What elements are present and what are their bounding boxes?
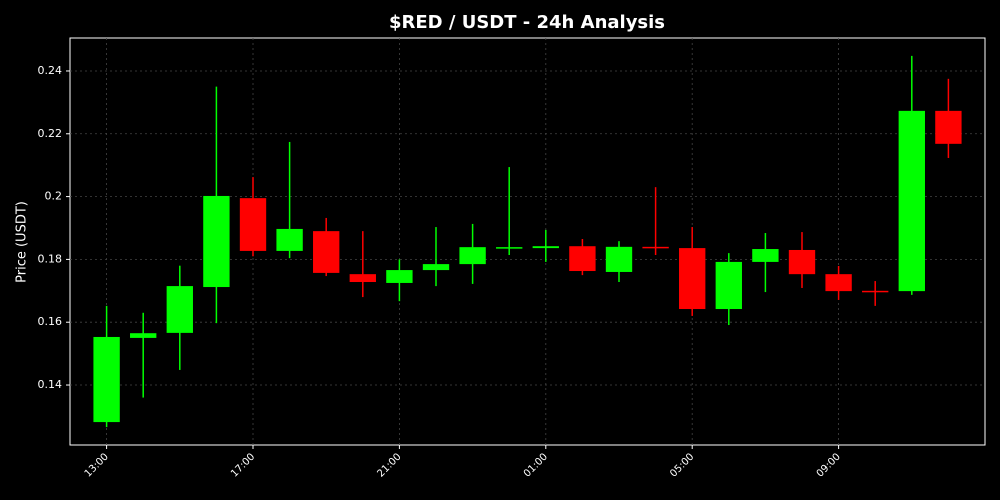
candle-body <box>935 110 962 144</box>
candle-body <box>386 270 413 283</box>
candle-body <box>715 261 742 310</box>
candle-body <box>532 246 559 249</box>
candle-body <box>679 248 706 310</box>
y-tick-label: 0.16 <box>38 315 63 328</box>
candle-body <box>788 249 816 275</box>
candle-body <box>313 231 340 273</box>
candle-body <box>862 290 889 293</box>
candle-body <box>825 274 852 292</box>
chart-title: $RED / USDT - 24h Analysis <box>389 12 665 33</box>
candle-body <box>496 247 523 249</box>
candle-body <box>459 247 486 265</box>
y-axis-label: Price (USDT) <box>15 201 30 283</box>
candle-body <box>130 333 157 338</box>
candle-body <box>752 249 779 262</box>
candle-body <box>239 198 267 251</box>
candle-body <box>422 264 450 271</box>
candle-body <box>642 246 669 249</box>
candle-body <box>605 246 633 272</box>
y-tick-label: 0.2 <box>45 190 63 203</box>
candle-body <box>898 110 925 292</box>
candle-body <box>93 336 120 423</box>
candle-body <box>569 246 596 272</box>
y-tick-label: 0.22 <box>38 127 63 140</box>
y-tick-label: 0.24 <box>38 64 63 77</box>
candle-body <box>349 274 376 283</box>
plot-frame <box>69 37 986 446</box>
candle-body <box>276 228 303 251</box>
candle-body <box>166 286 193 333</box>
y-tick-label: 0.18 <box>38 252 63 265</box>
y-tick-label: 0.14 <box>38 378 63 391</box>
candle-body <box>203 195 230 288</box>
